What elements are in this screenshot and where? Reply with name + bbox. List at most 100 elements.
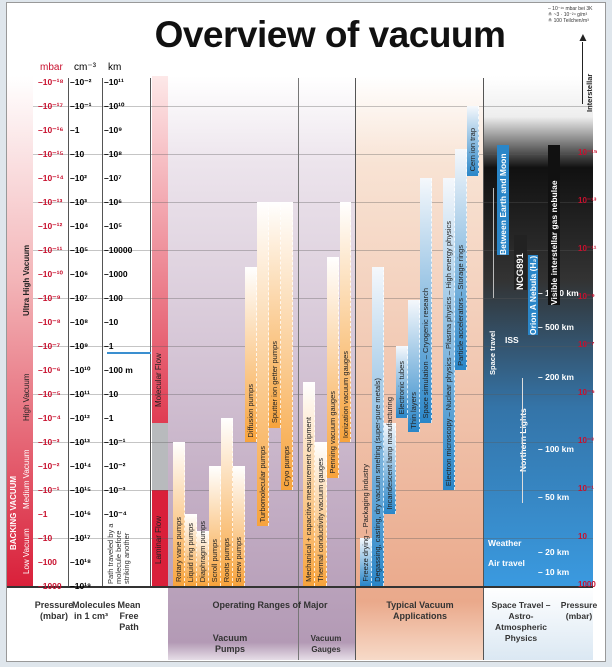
application-label: Cern ion trap [468, 128, 477, 172]
mbar-tick: –1000 [38, 581, 62, 591]
section-divider [483, 78, 484, 660]
arrow-up-icon: ▲ [577, 30, 589, 44]
application-range-bar: Particle accelerators – Storage rings [455, 149, 467, 370]
mfp-header: km [108, 62, 122, 73]
altitude-label: – 500 km [538, 321, 574, 332]
application-label: Incandescent lamp manufacturing [385, 397, 394, 510]
molecule-tick: –10¹⁴ [70, 461, 92, 471]
footer-vacuum-pumps: Vacuum Pumps [212, 633, 248, 654]
section-divider [298, 78, 299, 660]
application-range-bar: Electron microscopy – Nuclear physics – … [443, 178, 455, 490]
application-label: Electronic tubes [397, 360, 406, 414]
mfp-tick: –100 [104, 293, 123, 303]
application-label: Freeze drying – Packaging industry [361, 464, 370, 582]
molecule-tick: –10¹⁸ [70, 557, 92, 567]
gauge-range-bar-label: Thermal conductivity vacuum gauges [316, 458, 326, 582]
laminar-flow-strip [152, 490, 168, 586]
application-range-bar: Cern ion trap [467, 106, 479, 176]
pump-range-bar: Screw pumps [233, 466, 245, 586]
application-range-bar: Freeze drying – Packaging industry [360, 464, 372, 586]
air-travel-label: Air travel [488, 558, 525, 568]
pressure-tick-right: 10⁻⁵ [578, 388, 595, 397]
altitude-label: – 20 km [538, 547, 570, 558]
molecular-flow-label: Molecular Flow [154, 353, 163, 407]
footer-mfp: Mean Free Path [117, 600, 141, 632]
application-range-bar: Space simulation – Cryogenic research [420, 178, 432, 423]
pump-range-bar-label: Turbomolecular pumps [258, 445, 267, 522]
molecule-tick: –10¹² [70, 413, 90, 423]
molecule-tick: –10⁻² [70, 77, 92, 87]
mfp-tick: –10⁻² [104, 461, 126, 471]
pump-range-bar: Cryo pumps [281, 202, 293, 490]
molecule-tick: –10¹⁹ [70, 581, 92, 591]
molecule-tick: –10¹⁷ [70, 533, 91, 543]
altitude-label: – 50 km [538, 492, 570, 503]
mfp-tick: –10⁶ [104, 197, 123, 207]
application-label: Degassing, casting, dry vacuum smelting … [373, 378, 382, 582]
molecule-tick: –10⁴ [70, 221, 89, 231]
pump-range-bar: Diaphragm pumps [197, 521, 209, 586]
pump-range-bar: Scroll pumps [209, 466, 221, 586]
mfp-tick: –1 [104, 413, 114, 423]
molecules-header: cm⁻³ [74, 62, 96, 73]
page-title: Overview of vacuum [154, 14, 506, 55]
mbar-tick: –10⁻¹ [38, 485, 60, 495]
note: ≙ 100 Teilchen/m³ [548, 18, 589, 24]
gauge-range-bar: Thermal conductivity vacuum gauges [315, 442, 327, 586]
application-range-bar: Degassing, casting, dry vacuum smelting … [372, 266, 384, 586]
mbar-tick: –10⁻¹⁵ [38, 149, 64, 159]
scale-area [33, 76, 152, 586]
grid-line [33, 250, 593, 251]
mfp-tick: –10⁻³ [104, 485, 126, 495]
altitude-label: – 200 km [538, 372, 574, 383]
gauge-range-bar-label: Mechanical + capacitive measurement equi… [304, 417, 313, 582]
pressure-tick-right: 10⁻⁷ [578, 340, 595, 349]
nebulae-label: Visible interstellar gas nebulae [548, 145, 560, 305]
mbar-tick: –10⁻¹⁷ [38, 101, 64, 111]
molecule-tick: –10¹⁵ [70, 485, 92, 495]
footer-pressure-right: Pressure (mbar) [560, 600, 598, 621]
footer-pressure: Pressure (mbar) [34, 600, 74, 621]
footer-space: Space Travel – Astro-Atmospheric Physics [491, 600, 551, 643]
pressure-tick-right: 10⁻⁹ [578, 292, 595, 301]
gauge-range-bar-label: Ionization vacuum gauges [340, 350, 350, 438]
grid-line [33, 106, 593, 107]
application-range-bar: Electronic tubes [396, 346, 408, 418]
grid-line [33, 298, 593, 299]
mbar-tick: –10⁻⁴ [38, 413, 61, 423]
mfp-tick: –1000 [104, 269, 128, 279]
earth-moon-label: Between Earth and Moon [497, 145, 509, 255]
laminar-flow-label: Laminar Flow [154, 516, 163, 565]
molecule-tick: –10³ [70, 197, 88, 207]
space-footer-area [483, 586, 593, 660]
transition-flow-strip [152, 423, 168, 490]
mfp-note: Path traveled by a molecule before strik… [106, 523, 131, 584]
mfp-tick: –10 [104, 317, 119, 327]
mfp-tick: –10⁵ [104, 221, 123, 231]
space-travel-line [493, 188, 494, 298]
interstellar-label: Interstellar [585, 73, 594, 112]
mbar-tick: –10⁻¹⁰ [38, 269, 63, 279]
mfp-tick: –10⁻¹ [104, 437, 126, 447]
molecule-tick: –10 [70, 149, 85, 159]
vacuum-region-strip [7, 76, 33, 586]
section-divider [355, 78, 356, 660]
pressure-tick-right: 10⁻¹ [578, 484, 594, 493]
pump-range-bar: Sputter ion getter pumps [269, 202, 281, 428]
application-range-bar: Thin layers [408, 300, 420, 433]
pump-range-bar: Turbomolecular pumps [257, 202, 269, 526]
molecule-tick: –10¹³ [70, 437, 90, 447]
pump-range-bar-label: Liquid ring pumps [186, 522, 195, 582]
mfp-tick: –10¹¹ [104, 77, 124, 87]
mfp-marker-line [107, 352, 151, 354]
pump-range-bar: Rotary vane pumps [173, 442, 185, 586]
footer-vacuum-gauges: Vacuum Gauges [310, 634, 342, 654]
ultra-high-vacuum-label: Ultra High Vacuum [22, 244, 31, 316]
application-label: Thin layers [409, 391, 418, 429]
pump-range-bar-label: Cryo pumps [282, 445, 291, 486]
footer-molecules: Molecules in 1 cm³ [72, 600, 116, 621]
mbar-tick: –10 [38, 533, 53, 543]
molecule-tick: –1 [70, 125, 80, 135]
application-label: Electron microscopy – Nuclear physics – … [444, 220, 453, 486]
gauge-range-bar: Penning vacuum gauges [327, 257, 340, 478]
